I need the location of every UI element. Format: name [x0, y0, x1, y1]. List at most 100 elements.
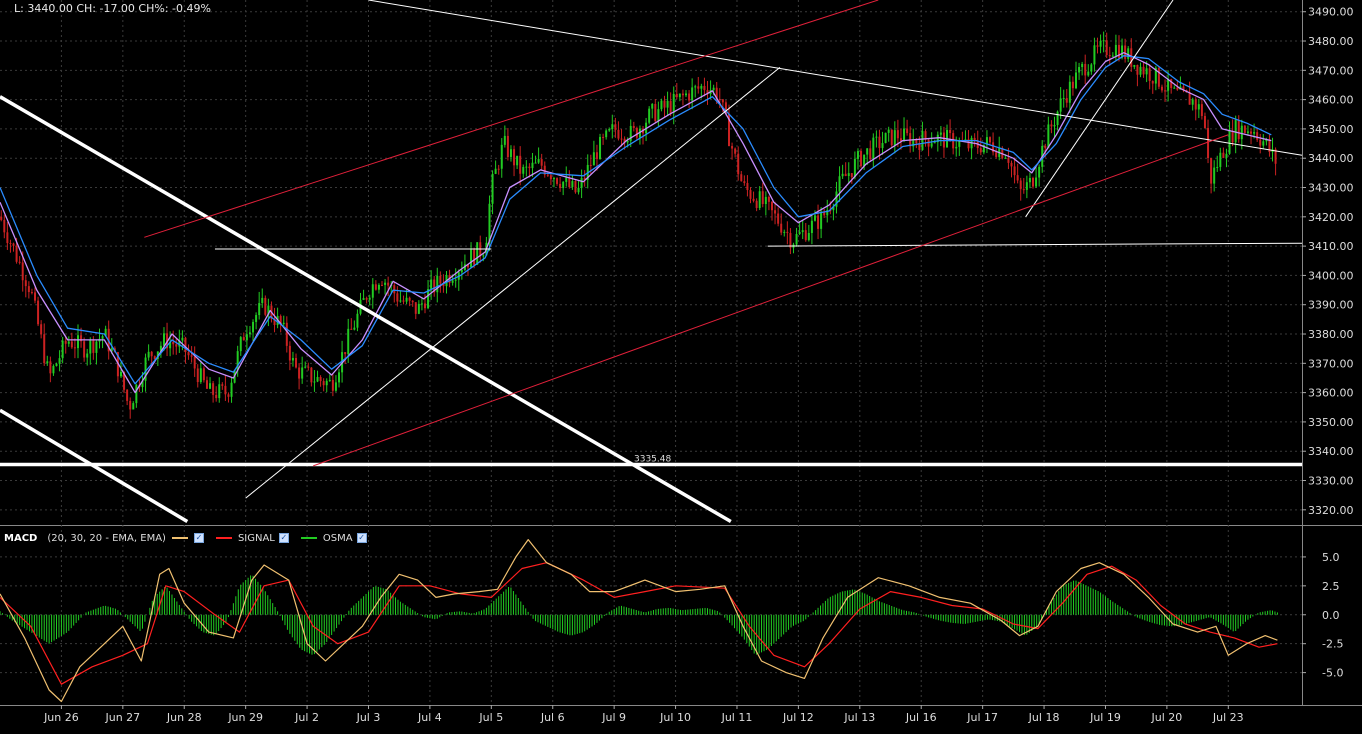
candle-body	[319, 376, 322, 382]
candle-body	[196, 368, 199, 383]
price-tick-label: 3380.00	[1308, 328, 1354, 341]
signal-visible-checkbox[interactable]: ✓	[278, 533, 289, 543]
candle-body	[49, 361, 52, 374]
candle-body	[1062, 98, 1065, 100]
candle-body	[396, 293, 399, 302]
candle-body	[767, 196, 770, 202]
candle-body	[344, 352, 347, 355]
candle-body	[89, 340, 92, 354]
candle-body	[896, 130, 899, 139]
candle-body	[221, 384, 224, 386]
macd-line	[0, 539, 1278, 703]
candle-body	[497, 168, 500, 170]
date-tick-label: Jul 16	[905, 711, 937, 724]
candle-body	[267, 305, 270, 315]
signal-line-swatch	[215, 537, 232, 539]
candle-body	[156, 351, 159, 359]
candle-body	[1059, 98, 1062, 112]
date-tick-label: Jul 17	[966, 711, 998, 724]
candle-body	[519, 155, 522, 174]
candle-body	[1074, 72, 1077, 89]
price-tick-label: 3460.00	[1308, 94, 1354, 107]
candle-body	[1256, 132, 1259, 140]
candle-body	[491, 173, 494, 204]
candle-body	[218, 384, 221, 399]
price-tick-label: 3330.00	[1308, 475, 1354, 488]
candle-body	[890, 129, 893, 146]
price-tick-label: 3480.00	[1308, 35, 1354, 48]
white-trendline	[0, 95, 732, 524]
date-tick-label: Jul 9	[601, 711, 626, 724]
candle-body	[752, 198, 755, 201]
candle-body	[1087, 71, 1090, 76]
candle-body	[1176, 87, 1179, 90]
candle-body	[261, 297, 264, 304]
candle-body	[147, 351, 150, 358]
candle-body	[1219, 152, 1222, 167]
candle-body	[350, 328, 353, 330]
candle-body	[743, 181, 746, 184]
candle-body	[850, 173, 853, 178]
candle-body	[617, 129, 620, 139]
candle-body	[307, 366, 310, 368]
candle-body	[866, 148, 869, 155]
ma-slow-line	[0, 55, 1272, 385]
price-tick-label: 3320.00	[1308, 504, 1354, 517]
candle-body	[522, 166, 525, 174]
date-tick-label: Jul 12	[782, 711, 814, 724]
candle-body	[691, 87, 694, 101]
candle-body	[546, 174, 549, 176]
candle-body	[1010, 162, 1013, 167]
candle-body	[1197, 104, 1200, 110]
osma-histogram	[0, 575, 1278, 655]
candle-body	[454, 279, 457, 281]
macd-visible-checkbox[interactable]: ✓	[193, 533, 204, 543]
candle-body	[377, 284, 380, 290]
candle-body	[949, 129, 952, 134]
price-tick-label: 3490.00	[1308, 6, 1354, 19]
candle-body	[887, 129, 890, 133]
candle-body	[316, 376, 319, 382]
candle-body	[488, 203, 491, 243]
candle-body	[153, 356, 156, 359]
osma-visible-checkbox[interactable]: ✓	[356, 533, 367, 543]
candle-body	[678, 93, 681, 98]
candle-body	[706, 90, 709, 95]
candle-body	[906, 128, 909, 134]
candle-body	[1207, 127, 1210, 158]
candle-body	[368, 297, 371, 300]
candle-body	[559, 183, 562, 189]
candle-body	[1032, 177, 1035, 187]
candle-body	[64, 340, 67, 344]
candle-body	[273, 318, 276, 325]
candle-body	[1191, 99, 1194, 105]
candle-body	[881, 143, 884, 149]
candle-body	[1056, 111, 1059, 125]
candle-body	[761, 191, 764, 205]
candle-body	[1108, 55, 1111, 57]
candle-body	[955, 146, 958, 149]
candle-body	[1240, 125, 1243, 140]
candle-body	[595, 152, 598, 160]
candle-body	[1151, 81, 1154, 84]
date-tick-label: Jun 27	[104, 711, 140, 724]
candle-body	[755, 200, 758, 208]
ma-fast-line	[0, 52, 1272, 394]
white-trendline	[767, 242, 1303, 247]
candle-body	[1142, 66, 1145, 75]
date-tick-label: Jul 11	[721, 711, 753, 724]
candle-body	[632, 125, 635, 129]
candle-body	[1019, 180, 1022, 190]
candle-body	[248, 332, 251, 335]
candle-body	[869, 148, 872, 160]
candle-body	[835, 191, 838, 207]
candle-body	[1127, 48, 1130, 59]
candle-body	[817, 215, 820, 229]
candle-body	[795, 233, 798, 245]
candle-body	[500, 144, 503, 169]
candle-body	[1130, 48, 1133, 67]
candle-body	[37, 300, 40, 325]
